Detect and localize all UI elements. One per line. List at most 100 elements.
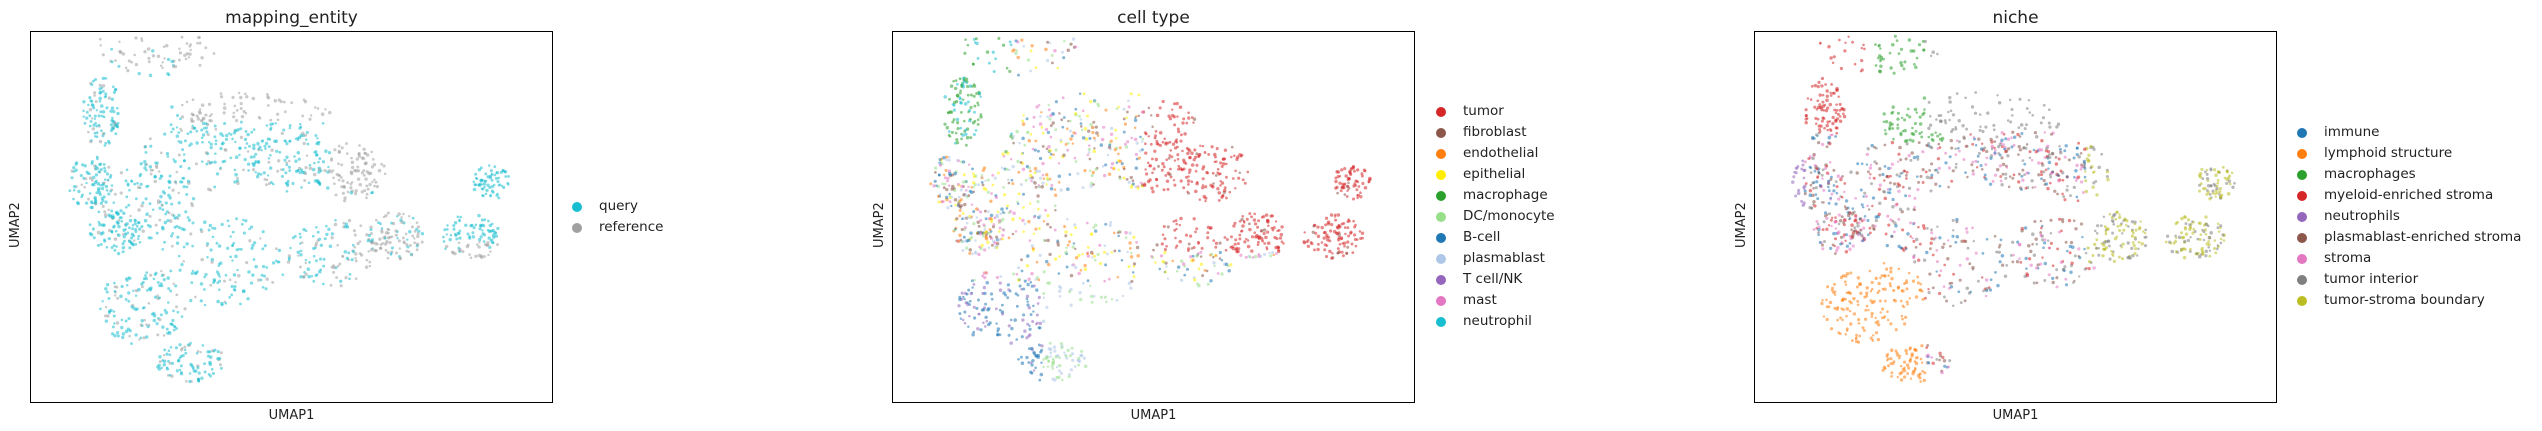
scatter-point [1189, 255, 1193, 259]
scatter-point [1047, 262, 1051, 267]
scatter-point [1009, 318, 1013, 322]
scatter-point [1965, 127, 1969, 131]
scatter-point [1886, 364, 1891, 368]
scatter-point [1837, 197, 1841, 201]
scatter-point [388, 241, 392, 245]
scatter-point [163, 220, 168, 225]
scatter-point [2174, 222, 2178, 226]
scatter-point [319, 268, 323, 272]
scatter-point [1996, 283, 2000, 288]
scatter-point [358, 252, 362, 256]
scatter-point [1852, 296, 1856, 301]
scatter-point [92, 106, 96, 110]
scatter-point [1035, 288, 1039, 292]
scatter-point [165, 366, 169, 369]
scatter-point [351, 243, 355, 247]
scatter-point [1893, 221, 1897, 225]
scatter-point [1049, 355, 1052, 358]
scatter-point [1827, 224, 1831, 227]
scatter-point [1889, 322, 1893, 326]
scatter-point [984, 230, 988, 234]
scatter-point [1919, 174, 1923, 178]
scatter-point [316, 230, 320, 234]
scatter-point [1971, 142, 1975, 146]
scatter-point [2049, 218, 2053, 222]
scatter-point [1016, 278, 1021, 282]
scatter-point [111, 116, 114, 120]
scatter-point [1006, 178, 1010, 182]
scatter-point [101, 204, 105, 209]
scatter-point [205, 244, 209, 248]
scatter-point [370, 191, 374, 195]
scatter-point [1865, 291, 1869, 295]
scatter-point [1055, 354, 1059, 357]
scatter-point [2051, 264, 2055, 268]
scatter-point [1993, 151, 1997, 155]
scatter-point [1018, 217, 1022, 220]
scatter-point [1044, 356, 1048, 360]
scatter-point [993, 216, 997, 220]
scatter-point [1898, 354, 1902, 358]
scatter-point [1027, 334, 1031, 338]
scatter-point [1358, 230, 1362, 233]
scatter-point [960, 137, 963, 141]
scatter-point [977, 224, 981, 228]
scatter-point [989, 236, 994, 240]
scatter-point [265, 124, 269, 127]
scatter-point [1936, 225, 1939, 228]
scatter-point [488, 185, 492, 189]
scatter-point [1814, 186, 1818, 190]
scatter-point [1038, 156, 1043, 161]
scatter-point [165, 327, 169, 331]
scatter-point [2059, 260, 2064, 265]
scatter-point [363, 189, 367, 193]
scatter-point [181, 148, 185, 152]
scatter-point [91, 175, 96, 180]
scatter-point [132, 239, 136, 243]
scatter-point [1988, 182, 1993, 186]
scatter-point [1902, 67, 1906, 71]
scatter-point [1962, 158, 1966, 161]
scatter-point [1174, 236, 1177, 240]
scatter-point [135, 224, 139, 228]
scatter-point [951, 120, 955, 124]
scatter-point [2074, 168, 2078, 173]
scatter-point [130, 342, 133, 346]
scatter-point [137, 287, 141, 292]
scatter-point [242, 109, 246, 114]
scatter-point [1031, 319, 1035, 324]
scatter-point [1002, 193, 1007, 197]
scatter-point [1929, 54, 1933, 58]
scatter-point [1974, 91, 1978, 94]
scatter-point [1092, 136, 1096, 140]
scatter-point [219, 92, 223, 95]
scatter-point [160, 366, 164, 370]
scatter-point [977, 252, 981, 257]
scatter-point [72, 197, 75, 201]
scatter-point [1825, 227, 1829, 231]
scatter-point [340, 163, 344, 167]
scatter-point [2196, 237, 2200, 241]
scatter-point [187, 166, 191, 170]
scatter-point [1086, 153, 1090, 157]
scatter-point [333, 222, 338, 227]
scatter-point [257, 160, 261, 164]
scatter-point [1031, 359, 1035, 363]
scatter-point [1921, 150, 1925, 154]
scatter-point [1878, 43, 1881, 47]
scatter-point [1898, 207, 1903, 212]
scatter-point [2037, 147, 2041, 152]
scatter-point [2198, 237, 2202, 241]
scatter-point [158, 206, 162, 210]
scatter-point [2000, 263, 2005, 267]
scatter-point [2101, 253, 2105, 258]
scatter-point [975, 216, 979, 219]
scatter-point [2041, 238, 2045, 242]
scatter-point [1042, 365, 1045, 369]
scatter-point [457, 248, 461, 253]
scatter-point [1032, 304, 1035, 308]
scatter-point [101, 183, 105, 187]
scatter-point [1046, 365, 1050, 368]
scatter-point [406, 245, 410, 249]
scatter-point [2031, 113, 2035, 117]
